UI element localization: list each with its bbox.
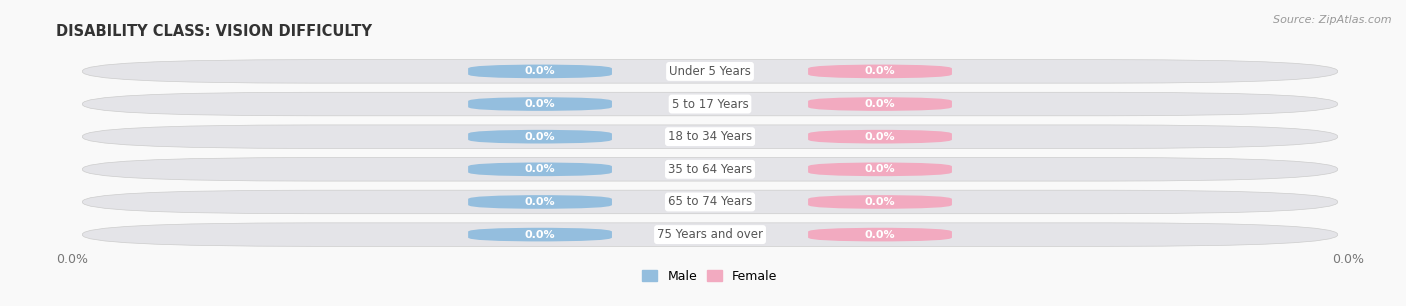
FancyBboxPatch shape [808, 162, 952, 176]
FancyBboxPatch shape [83, 158, 1337, 181]
FancyBboxPatch shape [83, 190, 1337, 214]
FancyBboxPatch shape [808, 228, 952, 241]
Text: 0.0%: 0.0% [865, 230, 896, 240]
Text: 0.0%: 0.0% [524, 230, 555, 240]
Text: 0.0%: 0.0% [865, 132, 896, 142]
FancyBboxPatch shape [808, 130, 952, 144]
Text: 0.0%: 0.0% [865, 99, 896, 109]
FancyBboxPatch shape [83, 60, 1337, 83]
Text: 0.0%: 0.0% [56, 252, 89, 266]
FancyBboxPatch shape [808, 195, 952, 209]
FancyBboxPatch shape [468, 65, 612, 78]
Text: 18 to 34 Years: 18 to 34 Years [668, 130, 752, 143]
Text: 65 to 74 Years: 65 to 74 Years [668, 196, 752, 208]
Text: 0.0%: 0.0% [524, 99, 555, 109]
Text: 0.0%: 0.0% [524, 164, 555, 174]
Text: 0.0%: 0.0% [524, 132, 555, 142]
FancyBboxPatch shape [468, 97, 612, 111]
Text: 0.0%: 0.0% [524, 197, 555, 207]
Text: Source: ZipAtlas.com: Source: ZipAtlas.com [1274, 15, 1392, 25]
FancyBboxPatch shape [83, 125, 1337, 148]
FancyBboxPatch shape [808, 97, 952, 111]
FancyBboxPatch shape [468, 195, 612, 209]
FancyBboxPatch shape [808, 65, 952, 78]
FancyBboxPatch shape [468, 162, 612, 176]
Text: DISABILITY CLASS: VISION DIFFICULTY: DISABILITY CLASS: VISION DIFFICULTY [56, 24, 373, 39]
Text: Under 5 Years: Under 5 Years [669, 65, 751, 78]
FancyBboxPatch shape [468, 228, 612, 241]
Legend: Male, Female: Male, Female [637, 265, 783, 288]
FancyBboxPatch shape [468, 130, 612, 144]
Text: 35 to 64 Years: 35 to 64 Years [668, 163, 752, 176]
FancyBboxPatch shape [83, 223, 1337, 246]
Text: 0.0%: 0.0% [524, 66, 555, 76]
Text: 0.0%: 0.0% [865, 164, 896, 174]
Text: 5 to 17 Years: 5 to 17 Years [672, 98, 748, 110]
Text: 75 Years and over: 75 Years and over [657, 228, 763, 241]
Text: 0.0%: 0.0% [865, 197, 896, 207]
FancyBboxPatch shape [83, 92, 1337, 116]
Text: 0.0%: 0.0% [865, 66, 896, 76]
Text: 0.0%: 0.0% [1331, 252, 1364, 266]
